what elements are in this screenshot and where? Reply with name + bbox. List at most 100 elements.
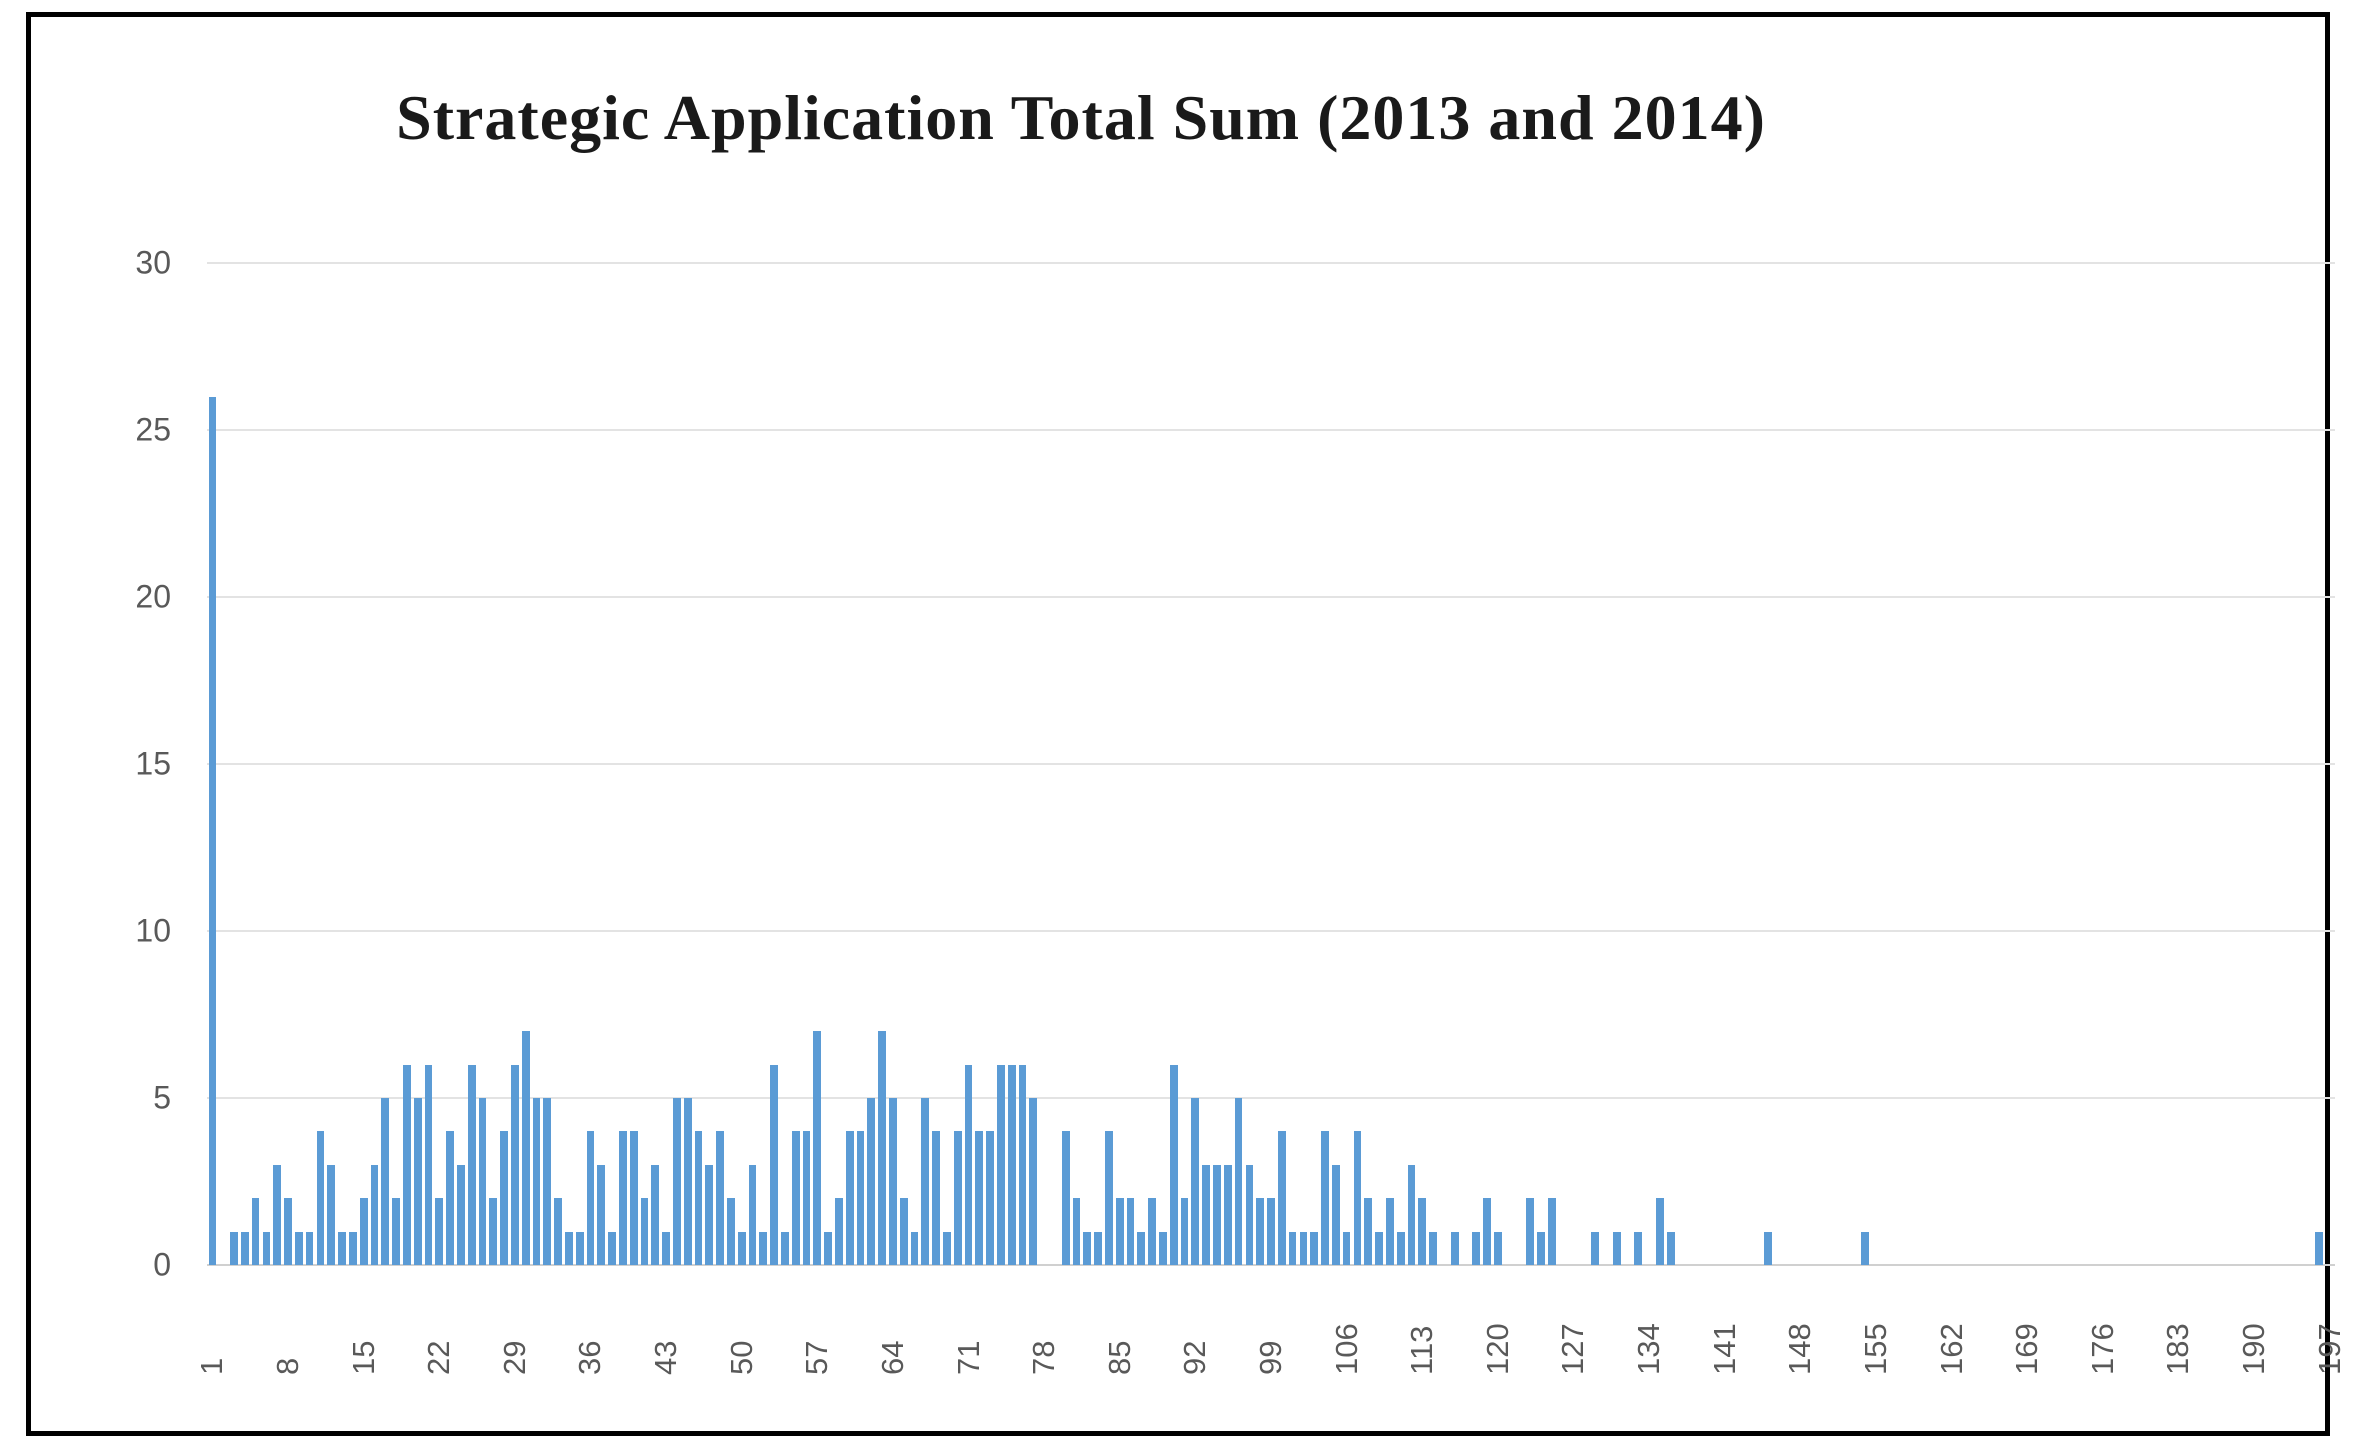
bar-59 — [835, 1198, 843, 1265]
x-tick-label-85: 85 — [1101, 1340, 1137, 1375]
bar-84 — [1105, 1131, 1113, 1265]
bar-145 — [1764, 1231, 1772, 1265]
bar-21 — [424, 1064, 433, 1265]
bar-24 — [456, 1164, 465, 1265]
bar-89 — [1159, 1231, 1167, 1265]
x-tick-label-71: 71 — [950, 1340, 986, 1375]
bar-105 — [1331, 1164, 1340, 1265]
bar-27 — [489, 1198, 498, 1265]
bar-106 — [1342, 1231, 1351, 1265]
gridline-y-30 — [207, 262, 2335, 264]
bar-23 — [446, 1131, 454, 1265]
bar-96 — [1234, 1098, 1243, 1265]
bar-92 — [1191, 1098, 1200, 1265]
x-tick-label-113: 113 — [1404, 1325, 1440, 1375]
bar-129 — [1591, 1231, 1599, 1265]
x-tick-label-29: 29 — [496, 1340, 532, 1375]
bar-154 — [1861, 1231, 1869, 1265]
bar-75 — [1007, 1064, 1016, 1265]
bar-22 — [435, 1198, 444, 1265]
bar-16 — [370, 1164, 379, 1265]
bar-20 — [413, 1098, 422, 1265]
bar-71 — [964, 1064, 973, 1265]
bar-26 — [478, 1098, 487, 1265]
bar-30 — [521, 1031, 530, 1265]
bar-70 — [953, 1131, 962, 1265]
bar-93 — [1202, 1164, 1211, 1265]
bar-42 — [651, 1164, 660, 1265]
bar-83 — [1094, 1231, 1103, 1265]
bar-95 — [1223, 1164, 1232, 1265]
bar-28 — [500, 1131, 508, 1265]
x-tick-label-36: 36 — [572, 1340, 608, 1375]
bar-133 — [1634, 1231, 1643, 1265]
bar-131 — [1612, 1231, 1621, 1265]
bar-77 — [1029, 1098, 1038, 1265]
bar-76 — [1018, 1064, 1027, 1265]
x-tick-label-120: 120 — [1479, 1323, 1515, 1375]
bar-52 — [759, 1231, 768, 1265]
bar-57 — [813, 1031, 822, 1265]
bar-38 — [608, 1231, 616, 1265]
plot-area — [207, 262, 2335, 1266]
bar-103 — [1310, 1231, 1319, 1265]
bar-65 — [899, 1198, 908, 1265]
bar-19 — [402, 1064, 411, 1265]
bar-41 — [640, 1198, 649, 1265]
bar-18 — [392, 1198, 400, 1265]
x-tick-label-57: 57 — [799, 1340, 835, 1375]
bar-43 — [662, 1231, 670, 1265]
gridline-y-5 — [207, 1097, 2335, 1099]
bar-48 — [716, 1131, 724, 1265]
bar-40 — [629, 1131, 638, 1265]
bar-53 — [770, 1064, 778, 1265]
y-tick-label-25: 25 — [135, 411, 171, 448]
bar-87 — [1137, 1231, 1146, 1265]
x-tick-label-22: 22 — [421, 1340, 457, 1375]
bar-100 — [1277, 1131, 1286, 1265]
y-tick-label-30: 30 — [135, 244, 171, 281]
bar-45 — [683, 1098, 692, 1265]
y-tick-label-20: 20 — [135, 578, 171, 615]
bar-80 — [1061, 1131, 1070, 1265]
bar-39 — [618, 1131, 627, 1265]
bar-118 — [1472, 1231, 1481, 1265]
bar-98 — [1256, 1198, 1265, 1265]
bar-110 — [1385, 1198, 1394, 1265]
bar-61 — [856, 1131, 865, 1265]
x-tick-label-8: 8 — [270, 1357, 305, 1375]
x-tick-label-148: 148 — [1782, 1323, 1818, 1375]
bar-55 — [791, 1131, 800, 1265]
bar-11 — [316, 1131, 325, 1265]
bar-5 — [251, 1198, 260, 1265]
bar-88 — [1148, 1198, 1157, 1265]
x-tick-label-162: 162 — [1933, 1323, 1969, 1375]
bar-25 — [467, 1064, 476, 1265]
bar-4 — [240, 1231, 249, 1265]
bar-3 — [230, 1231, 238, 1265]
bar-73 — [986, 1131, 995, 1265]
x-tick-label-176: 176 — [2084, 1323, 2120, 1375]
bar-36 — [586, 1131, 595, 1265]
bar-94 — [1213, 1164, 1221, 1265]
bar-17 — [381, 1098, 390, 1265]
x-tick-label-127: 127 — [1555, 1323, 1591, 1375]
bar-107 — [1353, 1131, 1362, 1265]
x-tick-label-141: 141 — [1706, 1323, 1742, 1375]
x-tick-label-190: 190 — [2235, 1323, 2271, 1375]
bar-64 — [889, 1098, 897, 1265]
y-tick-label-15: 15 — [135, 745, 171, 782]
bar-50 — [737, 1231, 746, 1265]
bar-104 — [1321, 1131, 1329, 1265]
bar-60 — [845, 1131, 854, 1265]
bar-56 — [802, 1131, 811, 1265]
x-tick-label-197: 197 — [2311, 1323, 2347, 1375]
y-tick-label-0: 0 — [153, 1246, 171, 1283]
bar-49 — [727, 1198, 735, 1265]
bar-97 — [1245, 1164, 1254, 1265]
x-tick-label-92: 92 — [1177, 1340, 1213, 1375]
x-tick-label-50: 50 — [723, 1340, 759, 1375]
bar-74 — [997, 1064, 1005, 1265]
bar-12 — [327, 1164, 336, 1265]
x-tick-label-169: 169 — [2009, 1323, 2045, 1375]
